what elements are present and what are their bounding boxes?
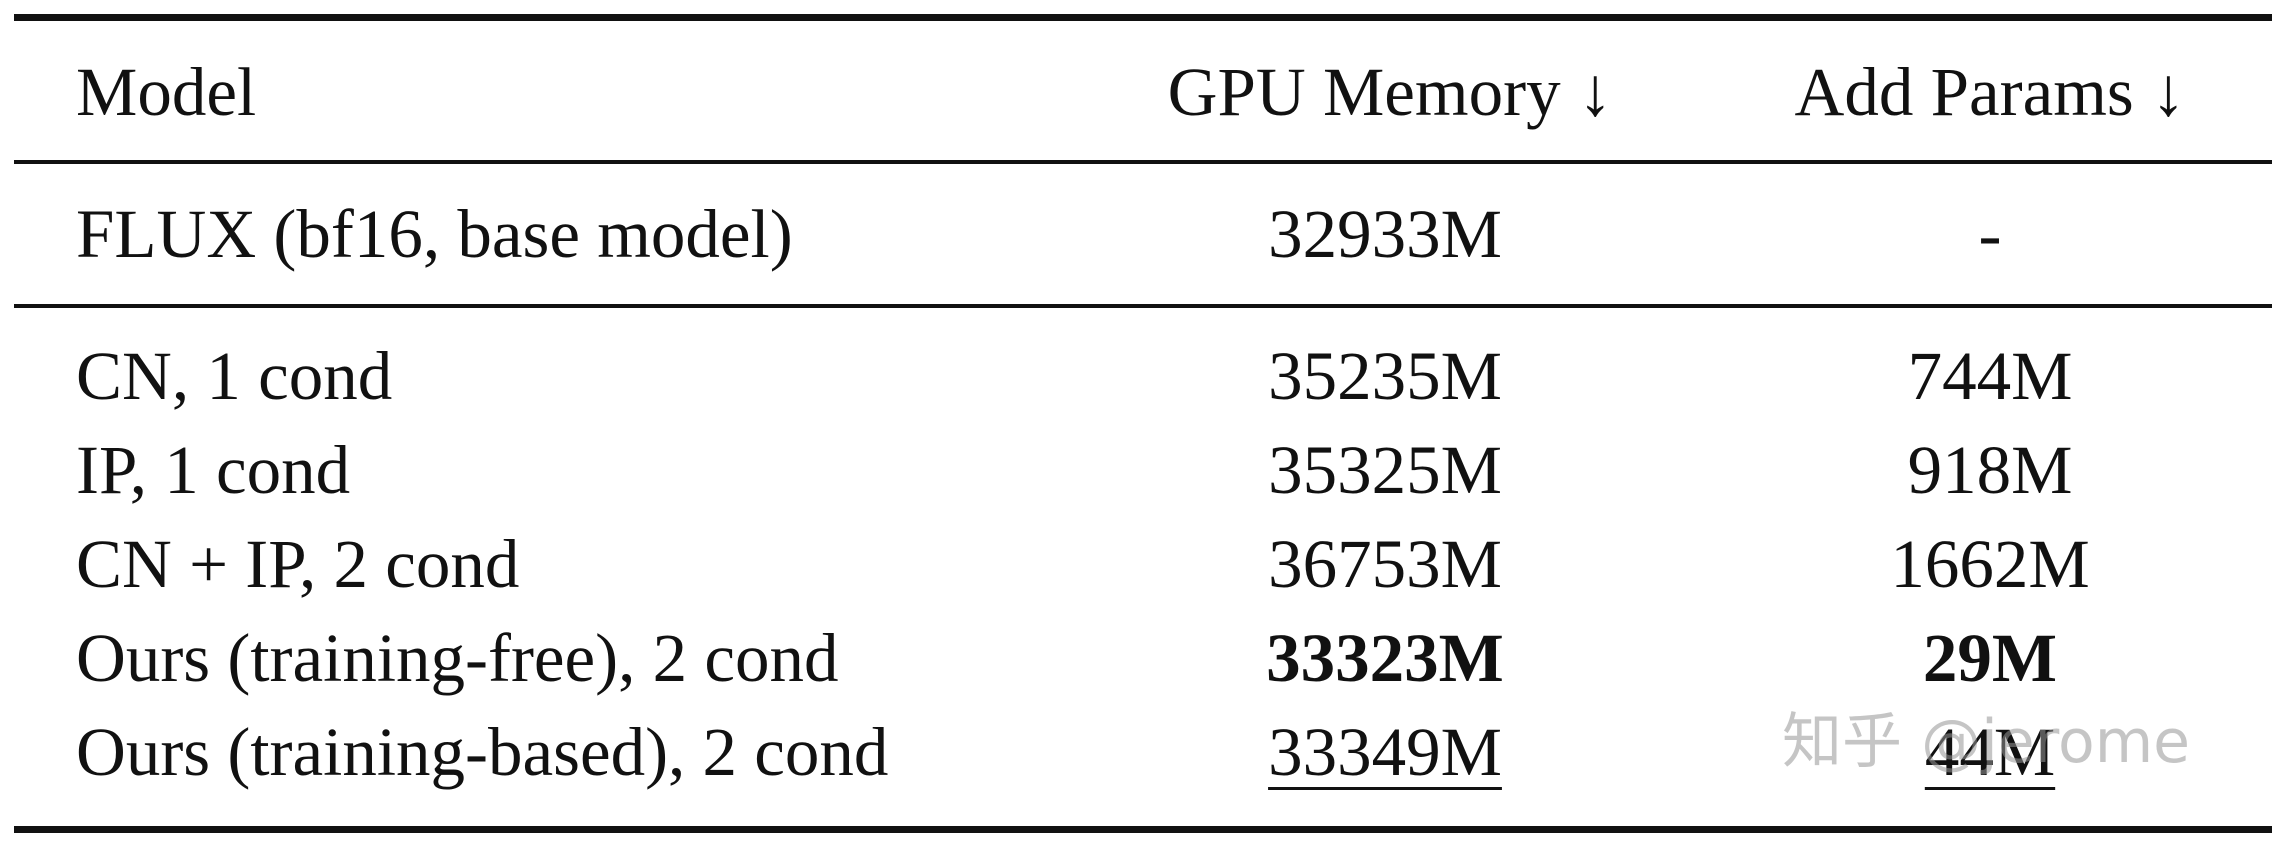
row-model: IP, 1 cond: [76, 432, 351, 508]
row-model: CN, 1 cond: [76, 338, 393, 414]
header-model: Model: [76, 54, 257, 130]
row-add-params: 744M: [1907, 338, 2073, 414]
baseline-gpu-memory: 32933M: [1268, 196, 1502, 272]
watermark: 知乎 @jerome: [1782, 707, 2191, 777]
table-top-rule: [14, 14, 2272, 21]
header-rule: [14, 160, 2272, 164]
underlined-value: 44M: [1924, 714, 2056, 790]
header-add-params: Add Params ↓: [1794, 54, 2186, 130]
row-gpu-memory: 35235M: [1268, 338, 1502, 414]
row-model: CN + IP, 2 cond: [76, 526, 520, 602]
baseline-add-params: -: [1978, 196, 2002, 272]
row-add-params: 918M: [1907, 432, 2073, 508]
row-model: Ours (training-free), 2 cond: [76, 620, 839, 696]
row-add-params: 1662M: [1890, 526, 2090, 602]
row-gpu-memory: 35325M: [1268, 432, 1502, 508]
header-gpu-memory: GPU Memory ↓: [1167, 54, 1613, 130]
row-add-params-best: 29M: [1922, 620, 2058, 696]
row-gpu-memory-second: 33349M: [1140, 712, 1630, 792]
baseline-model: FLUX (bf16, base model): [76, 196, 793, 272]
row-add-params-second: 44M: [1730, 712, 2250, 792]
row-gpu-memory: 36753M: [1268, 526, 1502, 602]
table-bottom-rule: [14, 826, 2272, 833]
row-gpu-memory-best: 33323M: [1266, 620, 1504, 696]
underlined-value: 33349M: [1268, 714, 1502, 790]
row-model: Ours (training-based), 2 cond: [76, 714, 889, 790]
baseline-rule: [14, 304, 2272, 308]
